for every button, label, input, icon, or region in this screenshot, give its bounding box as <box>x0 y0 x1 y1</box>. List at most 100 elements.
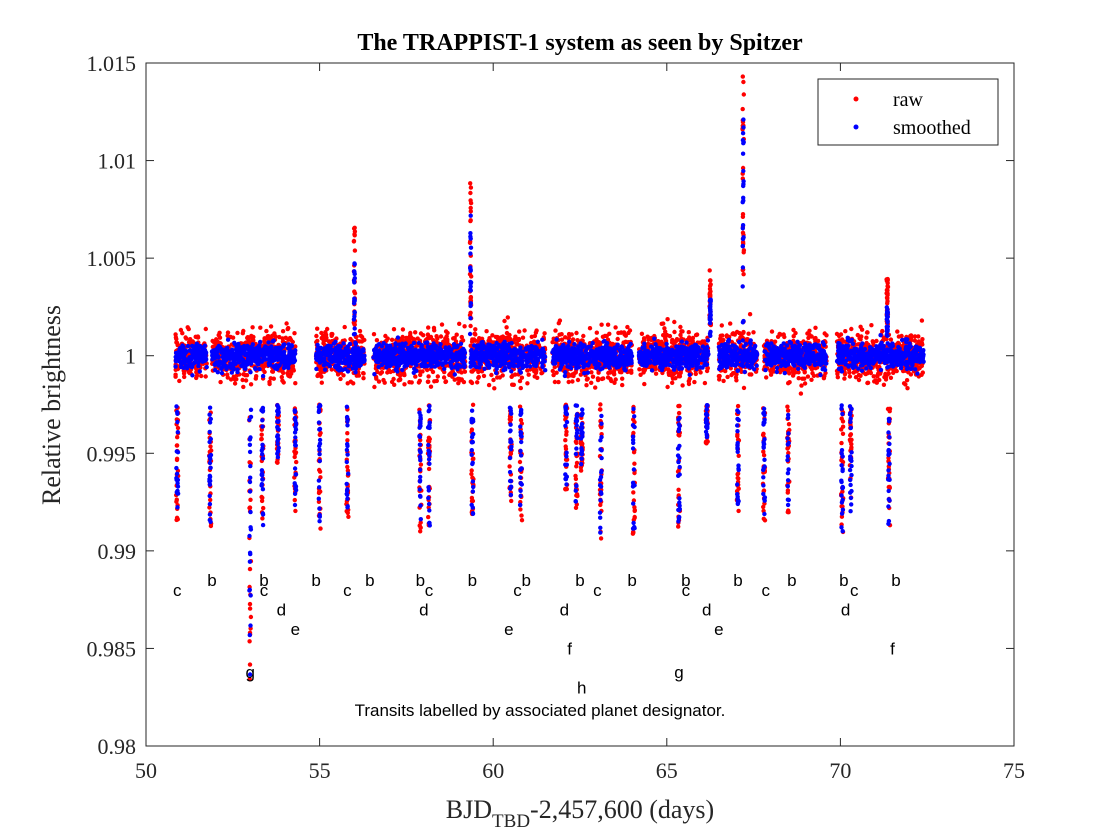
data-point-raw <box>676 410 682 416</box>
data-point-raw <box>612 372 617 377</box>
data-point-raw <box>435 374 440 379</box>
data-point-raw <box>613 377 618 382</box>
data-point-raw <box>787 380 792 385</box>
data-point-smoothed <box>235 367 240 372</box>
data-point-raw <box>740 106 745 112</box>
data-point-smoothed <box>275 364 280 370</box>
data-point-raw <box>452 377 457 382</box>
data-point-raw <box>670 337 675 343</box>
data-point-raw <box>203 326 208 332</box>
data-point-raw <box>194 375 199 381</box>
data-point-raw <box>491 377 496 383</box>
data-point-raw <box>665 317 670 322</box>
data-point-smoothed <box>232 340 237 345</box>
data-point-raw <box>676 403 681 409</box>
data-point-raw <box>425 367 430 373</box>
data-point-raw <box>509 498 514 504</box>
data-point-raw <box>751 330 756 335</box>
data-point-raw <box>361 371 366 376</box>
data-point-raw <box>174 456 180 461</box>
data-point-raw <box>505 315 510 320</box>
data-point-raw <box>315 326 320 331</box>
data-point-raw <box>899 333 904 339</box>
data-point-raw <box>357 328 363 334</box>
data-point-raw <box>248 614 254 620</box>
data-point-raw <box>481 373 487 379</box>
data-point-smoothed <box>351 350 357 355</box>
data-point-smoothed <box>314 366 319 372</box>
data-point-raw <box>225 330 231 335</box>
data-point-raw <box>557 318 563 323</box>
data-point-raw <box>468 198 473 203</box>
data-point-raw <box>174 499 179 504</box>
data-point-smoothed <box>315 357 320 363</box>
data-point-raw <box>600 334 606 339</box>
data-point-raw <box>407 380 412 385</box>
data-point-smoothed <box>282 342 287 347</box>
data-point-raw <box>413 330 418 335</box>
data-point-raw <box>884 277 889 282</box>
data-point-raw <box>762 518 768 523</box>
data-point-smoothed <box>204 364 209 370</box>
data-point-raw <box>389 337 395 342</box>
data-point-raw <box>578 441 584 446</box>
data-point-raw <box>459 377 464 382</box>
data-point-raw <box>839 416 844 421</box>
data-point-smoothed <box>257 366 262 372</box>
data-point-raw <box>740 230 746 235</box>
data-point-raw <box>672 329 677 335</box>
data-point-raw <box>323 337 328 343</box>
data-point-raw <box>741 250 746 255</box>
data-point-raw <box>887 406 893 411</box>
data-point-raw <box>425 332 431 337</box>
data-point-raw <box>319 374 324 379</box>
data-point-raw <box>372 384 377 390</box>
data-point-raw <box>736 508 741 514</box>
data-point-raw <box>694 332 700 337</box>
data-point-raw <box>490 333 495 338</box>
data-point-smoothed <box>345 369 351 374</box>
data-point-smoothed <box>271 355 276 360</box>
data-point-raw <box>663 329 668 334</box>
data-point-raw <box>352 289 357 294</box>
data-point-raw <box>840 431 846 436</box>
data-point-raw <box>740 212 746 217</box>
data-point-smoothed <box>193 347 198 352</box>
data-point-smoothed <box>337 356 342 361</box>
data-point-raw <box>724 333 729 338</box>
data-point-raw <box>194 370 199 375</box>
data-point-smoothed <box>286 359 292 364</box>
data-point-raw <box>397 377 403 382</box>
data-point-raw <box>741 385 747 391</box>
data-point-raw <box>426 325 431 330</box>
data-point-raw <box>286 325 291 331</box>
data-point-raw <box>885 284 891 290</box>
data-point-raw <box>542 331 547 336</box>
data-point-smoothed <box>197 343 203 349</box>
data-point-raw <box>836 333 842 339</box>
data-point-raw <box>247 639 252 644</box>
data-point-raw <box>456 381 461 386</box>
data-point-raw <box>352 233 357 238</box>
data-point-raw <box>676 487 681 492</box>
data-point-raw <box>518 507 523 512</box>
data-point-smoothed <box>225 337 231 342</box>
data-point-smoothed <box>320 357 325 362</box>
data-point-smoothed <box>189 343 195 349</box>
data-point-raw <box>358 333 363 338</box>
data-point-raw <box>843 329 848 334</box>
data-point-raw <box>468 185 474 190</box>
data-point-raw <box>677 372 682 377</box>
data-point-raw <box>589 380 594 385</box>
data-point-raw <box>585 376 590 381</box>
data-point-smoothed <box>258 339 263 345</box>
data-point-smoothed <box>350 366 355 371</box>
data-point-raw <box>357 339 362 344</box>
data-point-smoothed <box>181 365 186 370</box>
data-point-raw <box>708 282 713 287</box>
data-point-raw <box>317 432 322 437</box>
data-point-raw <box>674 338 679 344</box>
data-point-raw <box>486 382 492 388</box>
data-point-smoothed <box>336 344 341 349</box>
data-point-raw <box>858 337 863 342</box>
